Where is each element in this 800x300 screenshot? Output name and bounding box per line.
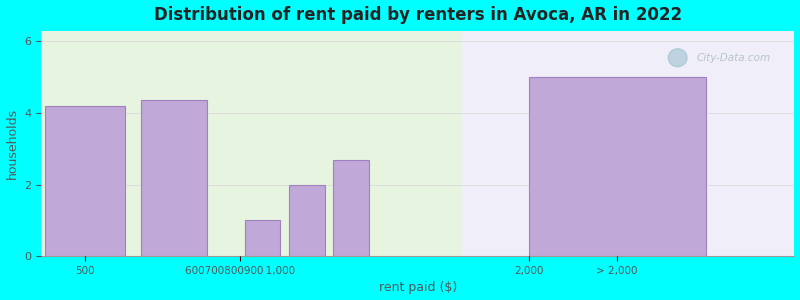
Bar	[245, 220, 280, 256]
Y-axis label: households: households	[6, 108, 18, 179]
Ellipse shape	[668, 49, 687, 67]
Bar	[41, 155, 794, 166]
Bar	[529, 77, 706, 256]
Bar	[41, 211, 794, 222]
Bar	[41, 98, 794, 110]
Bar	[41, 143, 794, 155]
Bar	[41, 64, 794, 76]
Bar	[41, 87, 794, 98]
Bar	[41, 42, 794, 53]
Text: City-Data.com: City-Data.com	[697, 53, 770, 63]
Bar	[41, 132, 794, 143]
Bar	[41, 234, 794, 245]
Title: Distribution of rent paid by renters in Avoca, AR in 2022: Distribution of rent paid by renters in …	[154, 6, 682, 24]
Bar	[41, 20, 794, 31]
Bar	[41, 110, 794, 121]
Bar	[141, 100, 207, 256]
Bar	[41, 188, 794, 200]
Bar	[41, 76, 794, 87]
Bar	[41, 222, 794, 234]
Bar	[41, 31, 794, 42]
Bar	[46, 106, 125, 256]
Bar	[41, 121, 794, 132]
Bar	[334, 160, 369, 256]
Bar	[41, 200, 794, 211]
Bar	[41, 31, 462, 256]
X-axis label: rent paid ($): rent paid ($)	[378, 281, 457, 294]
Bar	[41, 166, 794, 177]
Bar	[41, 53, 794, 64]
Bar	[462, 31, 794, 256]
Bar	[289, 184, 325, 256]
Bar	[41, 177, 794, 188]
